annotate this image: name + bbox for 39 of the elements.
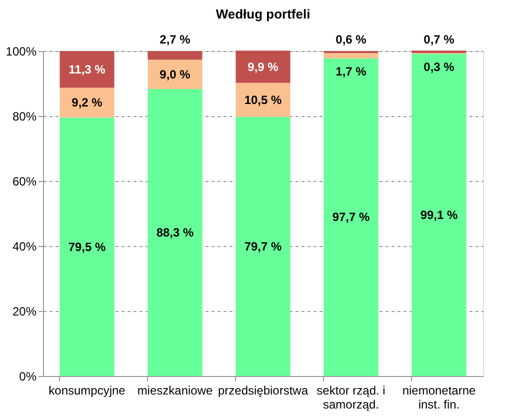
bar xyxy=(324,52,378,58)
data-label: 88,3 % xyxy=(156,226,194,240)
x-tick-label: sektor rząd. i samorząd. xyxy=(316,384,386,412)
x-tick-label: przedsiębiorstwa xyxy=(218,384,308,398)
bar xyxy=(236,50,290,83)
data-label: 79,7 % xyxy=(244,239,282,254)
data-label: 0,7 % xyxy=(424,32,455,46)
data-label: 11,3 % xyxy=(68,62,106,76)
bar xyxy=(324,58,378,376)
bar xyxy=(148,60,202,90)
data-label: 0,6 % xyxy=(336,32,367,47)
x-tick-label: niemonetarne inst. fin. xyxy=(402,384,476,412)
data-label: 1,7 % xyxy=(336,64,367,78)
chart-title: Według portfeli xyxy=(216,6,310,22)
bar xyxy=(148,51,202,60)
x-tick-label: mieszkaniowe xyxy=(137,384,213,398)
data-label: 9,9 % xyxy=(248,60,279,74)
x-tick-label: konsumpcyjne xyxy=(48,384,126,398)
y-tick-label: 80% xyxy=(12,110,37,124)
bar xyxy=(148,89,202,376)
y-tick-label: 60% xyxy=(12,174,37,188)
bar xyxy=(236,82,290,117)
y-tick-label: 0% xyxy=(19,370,37,384)
bar xyxy=(412,54,466,376)
data-label: 9,2 % xyxy=(72,96,103,110)
data-label: 99,1 % xyxy=(420,208,458,222)
data-label: 0,3 % xyxy=(424,60,455,74)
y-tick-label: 20% xyxy=(12,304,37,318)
data-label: 97,7 % xyxy=(332,210,370,224)
bar xyxy=(236,116,290,376)
data-label: 9,0 % xyxy=(160,67,191,82)
y-tick-label: 100% xyxy=(6,44,37,58)
bar xyxy=(60,88,114,118)
bar xyxy=(60,118,114,376)
data-label: 10,5 % xyxy=(244,92,282,107)
data-label: 79,5 % xyxy=(68,240,106,254)
data-label: 2,7 % xyxy=(160,32,191,47)
y-tick-label: 40% xyxy=(12,240,37,254)
bar xyxy=(60,51,114,88)
